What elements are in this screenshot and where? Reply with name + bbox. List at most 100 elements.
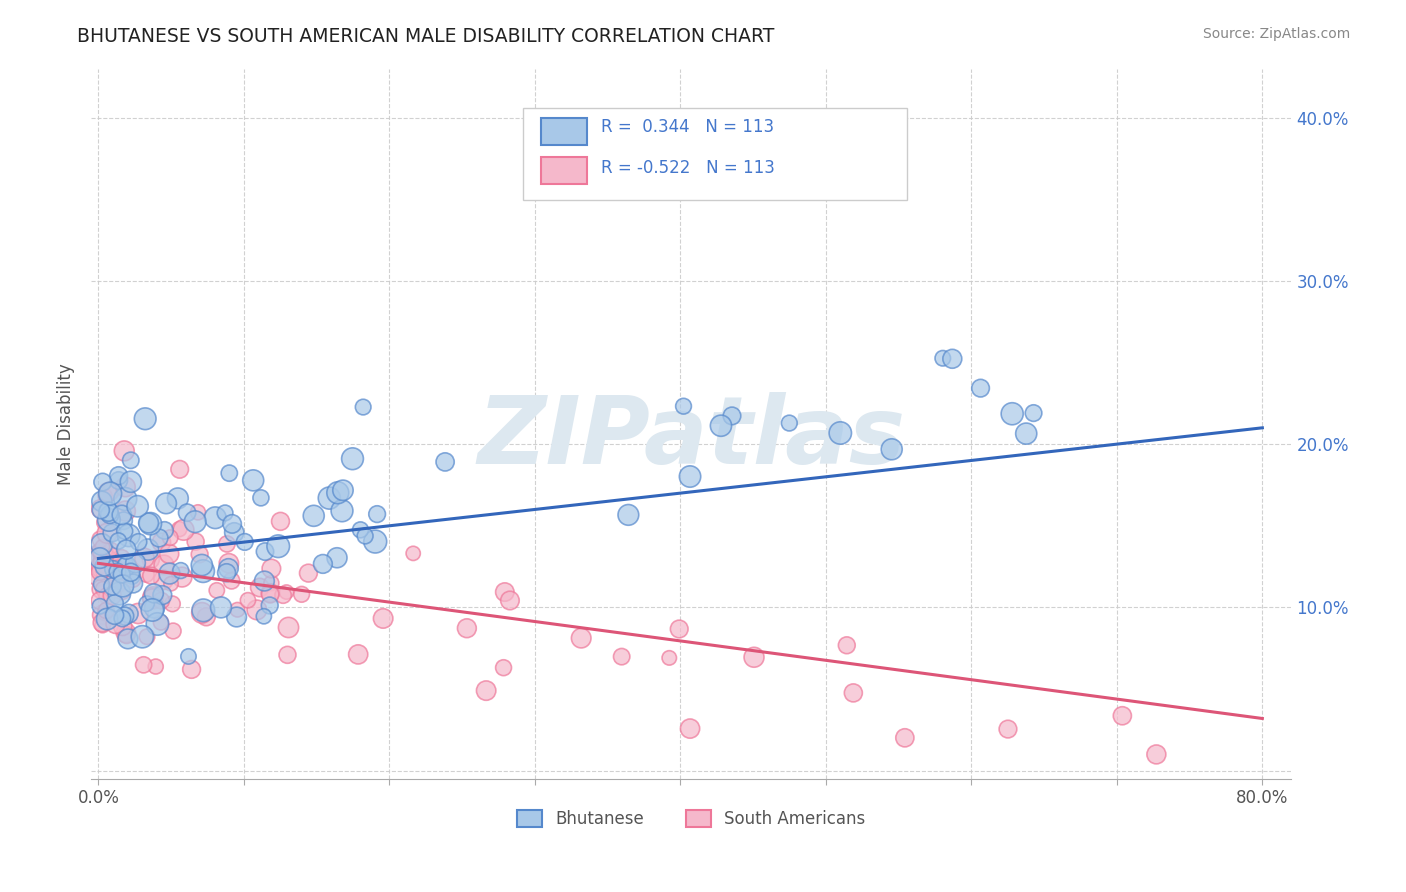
Point	[326, 550, 349, 565]
Point	[312, 557, 335, 571]
Point	[778, 416, 800, 430]
Point	[107, 474, 129, 488]
Text: R = -0.522   N = 113: R = -0.522 N = 113	[602, 159, 775, 177]
Point	[97, 505, 120, 519]
Point	[193, 603, 215, 617]
Point	[131, 630, 153, 644]
Point	[184, 534, 207, 549]
Point	[141, 568, 163, 582]
Point	[679, 722, 702, 736]
Point	[97, 485, 120, 500]
Point	[107, 565, 129, 579]
Point	[617, 508, 640, 522]
Point	[842, 686, 865, 700]
Point	[188, 547, 211, 561]
Point	[105, 570, 128, 584]
Text: Source: ZipAtlas.com: Source: ZipAtlas.com	[1202, 27, 1350, 41]
Point	[218, 561, 240, 575]
Point	[191, 606, 214, 620]
Point	[90, 494, 112, 508]
Point	[166, 491, 188, 506]
Point	[111, 611, 134, 625]
Point	[111, 508, 134, 522]
Point	[93, 543, 115, 558]
Point	[135, 597, 157, 611]
Point	[134, 411, 156, 425]
Point	[658, 651, 681, 665]
Point	[94, 516, 117, 530]
Point	[221, 574, 243, 588]
Point	[138, 516, 160, 530]
Point	[569, 631, 592, 645]
Point	[157, 547, 180, 561]
Point	[127, 535, 149, 549]
Point	[160, 576, 183, 591]
Point	[170, 564, 193, 578]
Point	[169, 462, 191, 476]
Point	[112, 565, 135, 579]
Point	[932, 351, 955, 366]
Point	[90, 577, 112, 591]
Point	[253, 574, 276, 588]
Point	[89, 533, 111, 547]
Point	[997, 722, 1019, 736]
Point	[107, 468, 129, 483]
Point	[120, 475, 142, 489]
Point	[215, 537, 238, 551]
Point	[91, 475, 114, 489]
Point	[89, 501, 111, 516]
Text: R =  0.344   N = 113: R = 0.344 N = 113	[602, 119, 775, 136]
Point	[139, 516, 162, 531]
Point	[136, 630, 159, 644]
Point	[91, 615, 114, 630]
FancyBboxPatch shape	[541, 118, 586, 145]
Point	[132, 657, 155, 672]
Point	[342, 451, 364, 466]
Point	[105, 576, 128, 591]
Point	[249, 581, 271, 595]
Point	[162, 624, 184, 638]
Point	[191, 558, 214, 572]
Point	[204, 510, 226, 524]
Point	[880, 442, 903, 457]
Point	[969, 381, 991, 395]
Point	[143, 601, 166, 615]
Point	[118, 528, 141, 542]
Point	[96, 589, 118, 603]
Point	[434, 455, 457, 469]
Point	[253, 544, 276, 558]
Point	[89, 599, 111, 614]
Point	[93, 559, 115, 574]
Point	[721, 409, 744, 423]
Point	[120, 566, 142, 580]
Point	[121, 569, 143, 583]
Point	[225, 610, 247, 624]
Point	[191, 564, 214, 578]
Point	[679, 469, 702, 483]
Point	[96, 612, 118, 626]
Point	[233, 535, 256, 549]
Point	[124, 556, 146, 570]
Point	[159, 531, 181, 545]
Point	[492, 661, 515, 675]
Point	[610, 649, 633, 664]
Point	[89, 544, 111, 558]
Point	[142, 586, 165, 600]
Point	[91, 607, 114, 622]
Point	[127, 607, 149, 621]
Point	[90, 582, 112, 596]
Point	[1111, 708, 1133, 723]
Point	[149, 615, 172, 630]
Point	[260, 561, 283, 575]
Point	[373, 611, 395, 625]
Point	[267, 539, 290, 553]
Point	[209, 600, 232, 615]
Point	[218, 556, 240, 570]
Point	[170, 570, 193, 584]
Point	[118, 607, 141, 621]
Point	[1015, 426, 1038, 441]
Point	[93, 559, 115, 574]
Legend: Bhutanese, South Americans: Bhutanese, South Americans	[510, 803, 872, 835]
Point	[352, 400, 374, 414]
Point	[114, 609, 136, 624]
